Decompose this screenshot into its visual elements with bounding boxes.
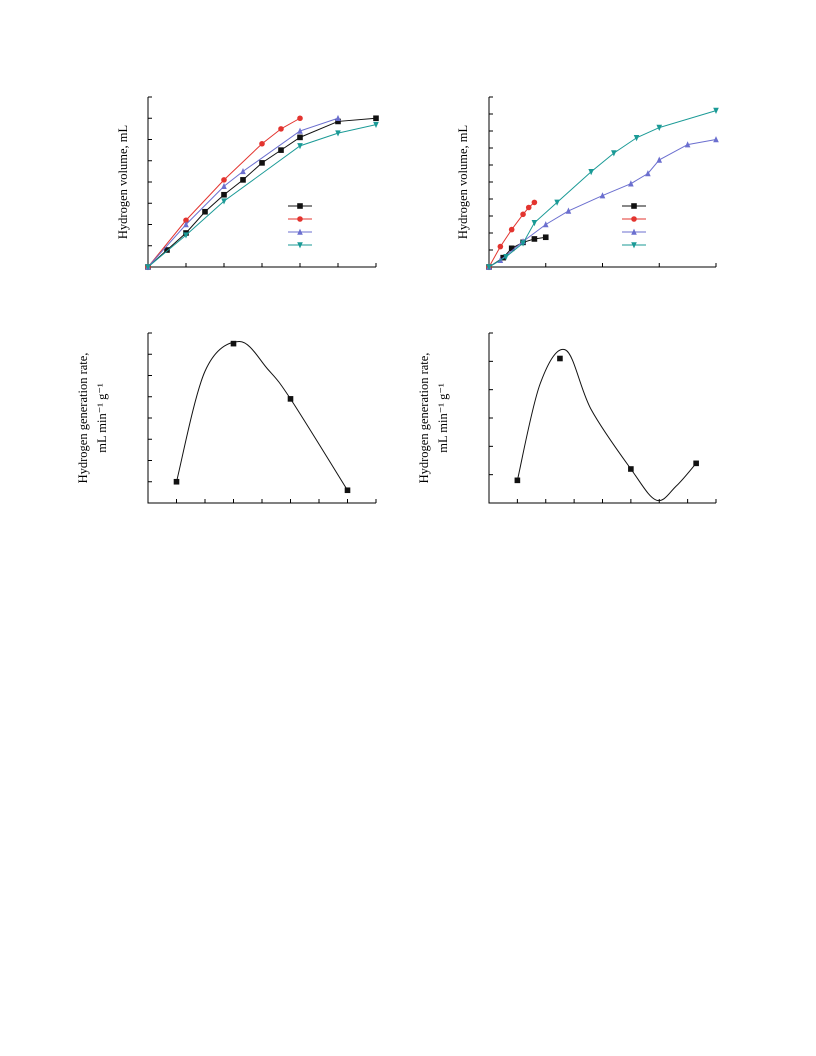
legend-marker <box>631 216 637 222</box>
data-point <box>628 466 634 472</box>
axis-frame <box>147 333 376 504</box>
legend-marker <box>297 242 303 249</box>
data-point <box>278 147 284 153</box>
data-point <box>508 245 515 252</box>
data-point <box>297 115 303 122</box>
data-point <box>508 226 515 233</box>
y-axis-label: Hydrogen generation rate, <box>76 353 90 484</box>
data-point <box>297 134 303 141</box>
data-point <box>259 160 265 166</box>
data-point <box>335 114 341 122</box>
data-point <box>221 182 227 190</box>
data-point <box>240 177 246 183</box>
legend-marker <box>631 242 637 249</box>
data-point <box>240 167 246 175</box>
series-line <box>488 110 717 268</box>
data-point <box>656 156 663 163</box>
data-point <box>557 355 563 362</box>
data-point <box>230 340 237 347</box>
data-point <box>633 135 640 142</box>
y-axis-label: Hydrogen volume, mL <box>456 125 470 239</box>
data-point <box>542 234 549 241</box>
data-point <box>221 177 227 183</box>
chart-top-right: Hydrogen volume, mL <box>456 96 719 271</box>
axis-frame <box>147 97 376 268</box>
data-point <box>628 180 634 187</box>
chart-bottom-right: Hydrogen generation rate, mL min⁻¹ g⁻¹ <box>417 332 717 504</box>
data-point <box>297 127 303 134</box>
legend-marker <box>297 203 303 209</box>
chart-bottom-left: Hydrogen generation rate, mL min⁻¹ g⁻¹ <box>76 332 377 504</box>
y-axis-label: Hydrogen volume, mL <box>116 125 130 239</box>
series-line <box>147 117 377 268</box>
data-point <box>531 220 538 227</box>
series-curve <box>516 348 697 502</box>
axis-frame <box>488 333 716 504</box>
data-point <box>344 487 351 494</box>
data-point <box>565 207 572 214</box>
legend-marker <box>297 216 303 222</box>
data-point <box>259 140 265 147</box>
data-point <box>520 240 526 247</box>
data-point <box>202 208 208 215</box>
data-point <box>531 236 538 242</box>
data-point <box>183 232 189 239</box>
data-point <box>525 204 532 211</box>
data-point <box>542 221 549 228</box>
series-curve <box>176 340 348 491</box>
legend-marker <box>631 228 637 235</box>
data-point <box>287 396 294 402</box>
data-point <box>497 243 504 250</box>
data-point <box>514 477 521 484</box>
data-point <box>503 254 509 261</box>
series-line <box>488 139 717 268</box>
chart-top-left: Hydrogen volume, mL <box>116 96 379 271</box>
data-point <box>297 143 303 150</box>
data-point <box>531 199 538 206</box>
data-point <box>486 264 492 271</box>
data-point <box>373 115 379 122</box>
data-point <box>183 221 189 228</box>
data-point <box>278 126 284 132</box>
legend-marker <box>297 228 303 235</box>
data-point <box>335 130 341 137</box>
data-point <box>713 107 719 114</box>
data-point <box>611 150 617 157</box>
data-point <box>145 264 151 271</box>
legend-marker <box>631 203 637 209</box>
series-line <box>147 117 301 268</box>
data-point <box>164 247 170 253</box>
data-point <box>335 118 341 125</box>
series-line <box>147 117 339 268</box>
data-point <box>599 192 606 199</box>
y-axis-units: mL min⁻¹ g⁻¹ <box>436 383 450 453</box>
series-line <box>147 124 377 268</box>
data-point <box>588 169 594 176</box>
data-point <box>693 460 699 467</box>
y-axis-units: mL min⁻¹ g⁻¹ <box>95 383 109 453</box>
data-point <box>373 121 379 129</box>
data-point <box>183 217 189 224</box>
data-point <box>520 211 526 218</box>
data-point <box>554 199 560 206</box>
y-axis-label: Hydrogen generation rate, <box>417 353 431 484</box>
data-point <box>173 478 180 485</box>
data-point <box>221 191 227 198</box>
data-point <box>684 141 691 148</box>
data-point <box>713 136 719 143</box>
data-point <box>656 124 663 131</box>
data-point <box>221 198 227 205</box>
data-point <box>645 170 651 177</box>
